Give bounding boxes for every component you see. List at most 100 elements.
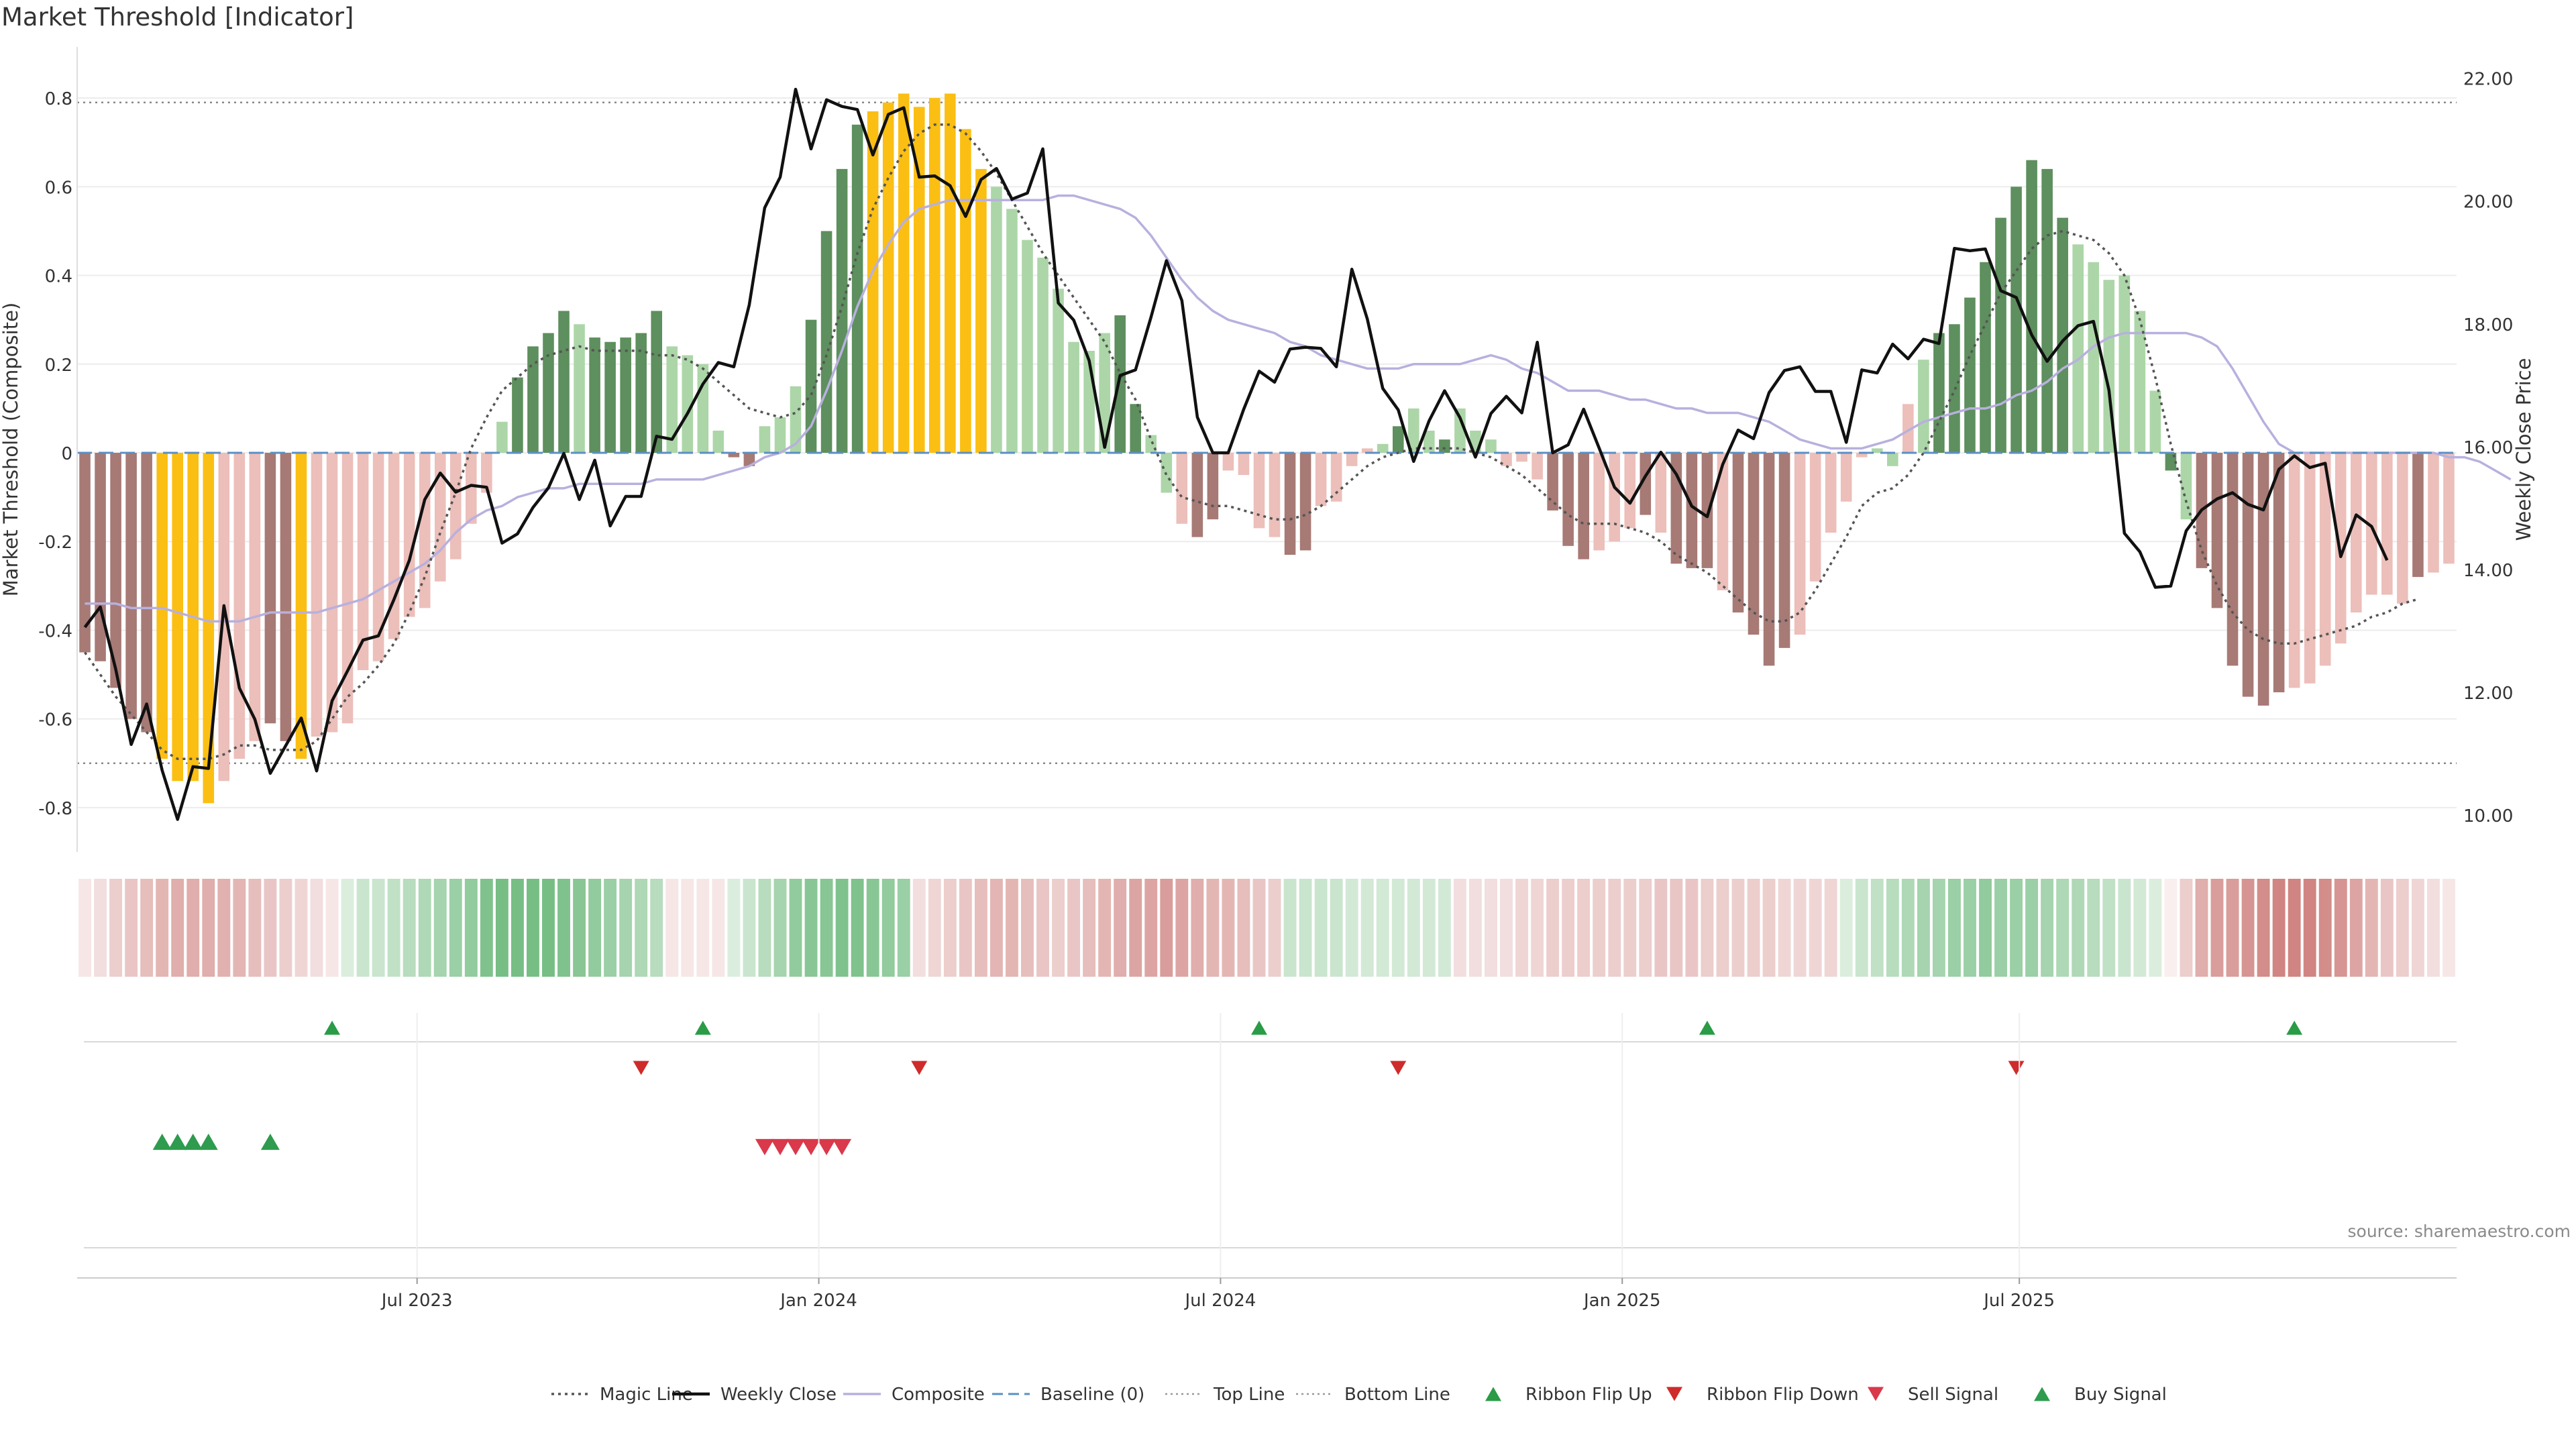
ribbon-cell <box>2303 879 2316 977</box>
legend-item-flip_down: Ribbon Flip Down <box>1666 1385 1859 1405</box>
composite-bar <box>2226 453 2239 666</box>
legend-label: Bottom Line <box>1344 1385 1450 1405</box>
composite-bar <box>372 453 384 661</box>
composite-bar <box>898 93 910 453</box>
composite-bar <box>1299 453 1311 551</box>
legend-item-composite: Composite <box>843 1385 985 1405</box>
ribbon-cell <box>1376 879 1389 977</box>
ribbon-flip-up-marker <box>324 1020 341 1035</box>
ribbon-cell <box>1360 879 1374 977</box>
buy-signal-marker <box>152 1133 172 1150</box>
x-tick-label: Jul 2024 <box>1183 1291 1256 1311</box>
composite-bar <box>759 426 771 453</box>
ribbon-cell <box>1546 879 1560 977</box>
y2-tick-label: 18.00 <box>2463 315 2513 335</box>
ribbon-cell <box>2164 879 2178 977</box>
composite-bar <box>1655 453 1667 533</box>
ribbon-cell <box>1762 879 1776 977</box>
source-note: source: sharemaestro.com <box>2348 1222 2571 1241</box>
ribbon-cell <box>1407 879 1420 977</box>
ribbon-cell <box>2149 879 2162 977</box>
ribbon-cell <box>881 879 895 977</box>
y-tick-label: -0.4 <box>38 621 72 641</box>
composite-bar <box>728 453 740 458</box>
composite-bar <box>496 421 508 453</box>
ribbon-cell <box>1129 879 1142 977</box>
composite-bar <box>1191 453 1203 537</box>
composite-bar <box>1501 453 1512 466</box>
y2-tick-label: 14.00 <box>2463 561 2513 581</box>
composite-bar <box>882 102 894 453</box>
composite-bar <box>589 337 600 453</box>
composite-bar <box>466 453 477 524</box>
ribbon-cell <box>2087 879 2100 977</box>
ribbon-cell <box>650 879 663 977</box>
composite-bar <box>2412 453 2424 578</box>
composite-bar <box>1454 408 1466 453</box>
ribbon-cell <box>989 879 1003 977</box>
composite-bar <box>450 453 462 559</box>
composite-bar <box>1640 453 1652 515</box>
ribbon-cell <box>1500 879 1513 977</box>
ribbon-cell <box>1098 879 1112 977</box>
ribbon-cell <box>1747 879 1760 977</box>
ribbon-cell <box>1901 879 1915 977</box>
ribbon-cell <box>1299 879 1312 977</box>
ribbon-cell <box>1701 879 1714 977</box>
legend-label: Buy Signal <box>2074 1385 2167 1405</box>
ribbon-cell <box>1623 879 1637 977</box>
ribbon-cell <box>1932 879 1945 977</box>
legend-item-baseline: Baseline (0) <box>992 1385 1144 1405</box>
ribbon-cell <box>248 879 262 977</box>
ribbon-cell <box>1716 879 1729 977</box>
ribbon-cell <box>310 879 323 977</box>
y2-axis-label: Weekly Close Price <box>2512 358 2535 541</box>
legend-label: Weekly Close <box>720 1385 837 1405</box>
composite-line <box>85 194 2512 623</box>
ribbon-cell <box>202 879 215 977</box>
ribbon-cell <box>2041 879 2054 977</box>
composite-bar <box>326 453 338 733</box>
ribbon-cell <box>835 879 849 977</box>
composite-bar <box>2381 453 2393 595</box>
composite-bar <box>1686 453 1698 568</box>
composite-bar <box>2366 453 2377 595</box>
ribbon-cell <box>78 879 91 977</box>
ribbon-cell <box>2056 879 2070 977</box>
composite-bar <box>1439 439 1450 453</box>
ribbon-cell <box>1731 879 1745 977</box>
ribbon-cell <box>789 879 802 977</box>
composite-bar <box>1361 448 1373 453</box>
x-tick-label: Jan 2025 <box>1582 1291 1661 1311</box>
ribbon-cell <box>1778 879 1791 977</box>
composite-bar <box>1022 239 1033 453</box>
ribbon-cell <box>1839 879 1853 977</box>
legend-label: Composite <box>892 1385 985 1405</box>
ribbon-flip-down-marker <box>911 1061 928 1075</box>
composite-bar <box>1871 448 1883 453</box>
signal-panel <box>84 1133 2457 1248</box>
ribbon-cell <box>2102 879 2116 977</box>
ribbon-cell <box>1793 879 1807 977</box>
ribbon-cell <box>511 879 524 977</box>
legend-label: Top Line <box>1213 1385 1285 1405</box>
composite-bar <box>1995 217 2006 453</box>
ribbon-cell <box>974 879 987 977</box>
composite-bar <box>311 453 323 737</box>
ribbon-cell <box>727 879 741 977</box>
magic-line <box>84 123 2418 760</box>
ribbon-cell <box>480 879 493 977</box>
ribbon-cell <box>2411 879 2424 977</box>
buy-signal-marker <box>168 1133 187 1150</box>
ribbon-cell <box>773 879 787 977</box>
ribbon-cell <box>1345 879 1358 977</box>
composite-bar <box>1624 453 1636 529</box>
composite-bar <box>110 453 121 688</box>
ribbon-cell <box>1036 879 1049 977</box>
composite-bar <box>2211 453 2223 608</box>
ribbon-cell <box>464 879 478 977</box>
ribbon-flip-panel <box>84 1020 2457 1075</box>
composite-bar <box>620 337 631 453</box>
ribbon-cell <box>928 879 941 977</box>
y-tick-label: 0.6 <box>45 178 72 198</box>
